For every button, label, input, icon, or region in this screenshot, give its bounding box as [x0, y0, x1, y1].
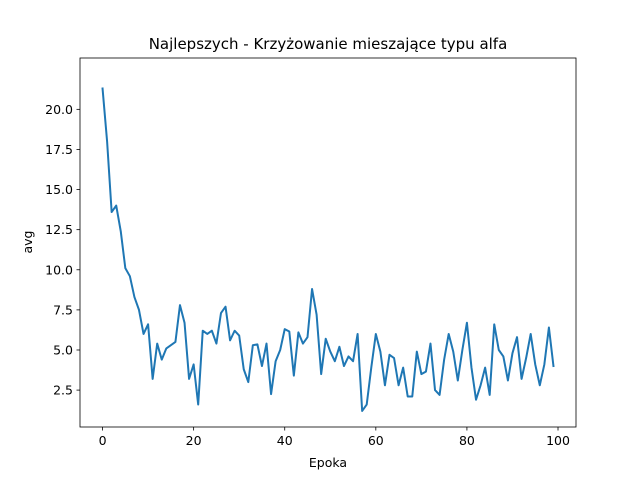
x-tick-label: 20 [186, 433, 202, 448]
x-axis: 0 20 40 60 80 100 [99, 427, 570, 448]
x-tick-label: 40 [277, 433, 293, 448]
y-axis-label: avg [20, 231, 35, 254]
x-tick-label: 100 [546, 433, 570, 448]
plot-frame [79, 57, 577, 428]
y-tick-label: 10.0 [45, 262, 73, 277]
plot-area [80, 58, 576, 427]
chart-title: Najlepszych - Krzyżowanie mieszające typ… [149, 35, 508, 53]
y-tick-label: 7.5 [53, 302, 73, 317]
y-tick-label: 5.0 [53, 342, 73, 357]
x-tick-label: 80 [459, 433, 475, 448]
y-tick-label: 12.5 [45, 222, 73, 237]
y-tick-label: 20.0 [45, 102, 73, 117]
x-tick-label: 60 [368, 433, 384, 448]
series-line [101, 87, 555, 412]
y-axis: 2.5 5.0 7.5 10.0 12.5 15.0 17.5 20.0 [45, 102, 80, 398]
x-axis-label: Epoka [309, 455, 347, 470]
y-tick-label: 2.5 [53, 383, 73, 398]
y-tick-label: 17.5 [45, 142, 73, 157]
y-tick-label: 15.0 [45, 182, 73, 197]
x-tick-label: 0 [99, 433, 107, 448]
